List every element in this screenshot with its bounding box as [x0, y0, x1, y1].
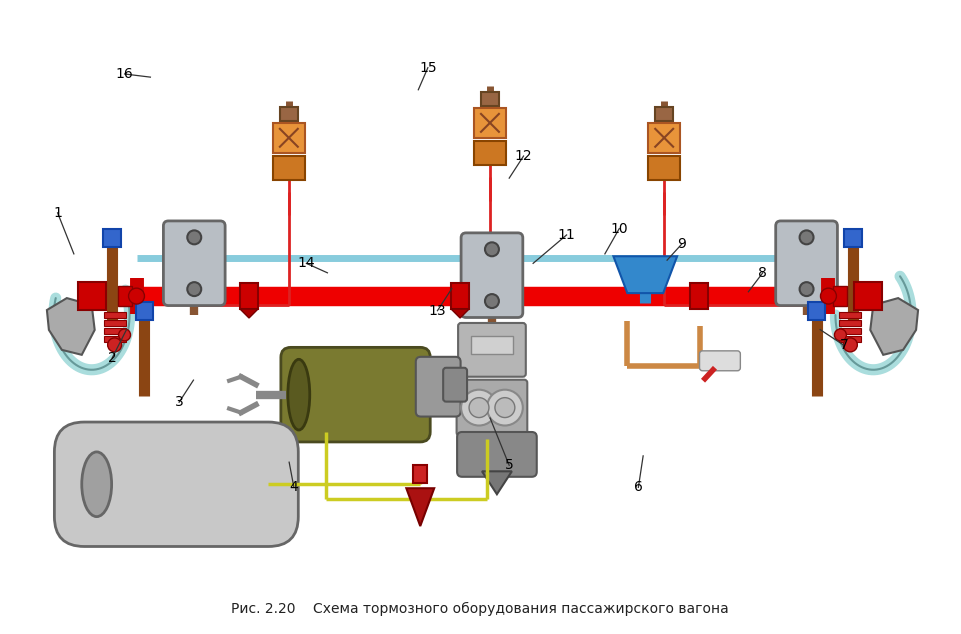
Bar — [104, 328, 126, 334]
Text: 12: 12 — [515, 149, 532, 163]
Circle shape — [495, 398, 515, 418]
FancyBboxPatch shape — [700, 351, 740, 371]
Circle shape — [800, 282, 814, 296]
FancyBboxPatch shape — [458, 323, 526, 377]
Bar — [104, 336, 126, 342]
FancyBboxPatch shape — [456, 380, 528, 436]
Bar — [839, 312, 861, 318]
Bar — [474, 141, 505, 165]
Bar — [845, 230, 862, 247]
Circle shape — [469, 398, 489, 418]
Bar — [854, 282, 882, 310]
Polygon shape — [451, 309, 469, 318]
Circle shape — [844, 338, 857, 352]
Circle shape — [487, 390, 523, 425]
Text: 3: 3 — [175, 395, 184, 409]
Text: 16: 16 — [115, 67, 134, 81]
Bar — [839, 336, 861, 342]
FancyBboxPatch shape — [443, 368, 467, 401]
Text: 14: 14 — [298, 256, 315, 270]
Circle shape — [129, 288, 144, 304]
Text: 8: 8 — [758, 266, 767, 280]
Bar — [273, 156, 305, 179]
Bar — [104, 320, 126, 326]
Bar — [471, 336, 513, 354]
Bar — [280, 107, 298, 121]
Circle shape — [485, 294, 499, 308]
Bar — [240, 283, 258, 309]
Circle shape — [187, 282, 201, 296]
Bar — [839, 328, 861, 334]
FancyBboxPatch shape — [163, 221, 225, 306]
FancyBboxPatch shape — [281, 347, 431, 442]
FancyBboxPatch shape — [55, 422, 298, 547]
Text: 15: 15 — [419, 61, 436, 75]
Bar — [481, 92, 499, 106]
Bar — [655, 107, 673, 121]
Polygon shape — [240, 309, 258, 318]
Text: 6: 6 — [634, 481, 643, 495]
FancyBboxPatch shape — [457, 432, 537, 477]
Polygon shape — [613, 256, 678, 293]
Text: 9: 9 — [677, 237, 686, 252]
FancyBboxPatch shape — [776, 221, 837, 306]
Circle shape — [800, 230, 814, 244]
Text: 5: 5 — [505, 458, 513, 472]
Bar — [474, 108, 505, 138]
Ellipse shape — [288, 359, 309, 430]
Bar — [833, 286, 848, 306]
Text: 10: 10 — [610, 222, 628, 236]
Polygon shape — [482, 471, 512, 495]
Bar — [103, 230, 120, 247]
Bar — [273, 123, 305, 153]
FancyBboxPatch shape — [461, 233, 523, 318]
Bar — [649, 156, 680, 179]
Bar — [136, 302, 154, 320]
Bar — [104, 312, 126, 318]
Text: 13: 13 — [429, 304, 446, 318]
Bar — [78, 282, 106, 310]
Circle shape — [118, 329, 131, 341]
Bar — [649, 123, 680, 153]
Text: 7: 7 — [840, 339, 849, 353]
Bar — [690, 283, 708, 309]
Text: 1: 1 — [53, 206, 62, 220]
Circle shape — [187, 230, 201, 244]
Text: Рис. 2.20    Схема тормозного оборудования пассажирского вагона: Рис. 2.20 Схема тормозного оборудования … — [232, 602, 728, 616]
Text: 4: 4 — [289, 481, 298, 495]
Circle shape — [821, 288, 836, 304]
Circle shape — [834, 329, 847, 341]
Text: 11: 11 — [557, 228, 576, 242]
Circle shape — [108, 338, 122, 352]
Bar — [413, 465, 428, 483]
Polygon shape — [47, 298, 95, 355]
Polygon shape — [871, 298, 918, 355]
Bar — [807, 302, 825, 320]
Bar — [117, 286, 132, 306]
Polygon shape — [407, 488, 434, 526]
Ellipse shape — [82, 452, 111, 517]
Bar — [839, 320, 861, 326]
Bar — [451, 283, 469, 309]
Circle shape — [485, 242, 499, 256]
FancyBboxPatch shape — [416, 357, 460, 417]
Circle shape — [461, 390, 497, 425]
Text: 2: 2 — [108, 351, 116, 365]
